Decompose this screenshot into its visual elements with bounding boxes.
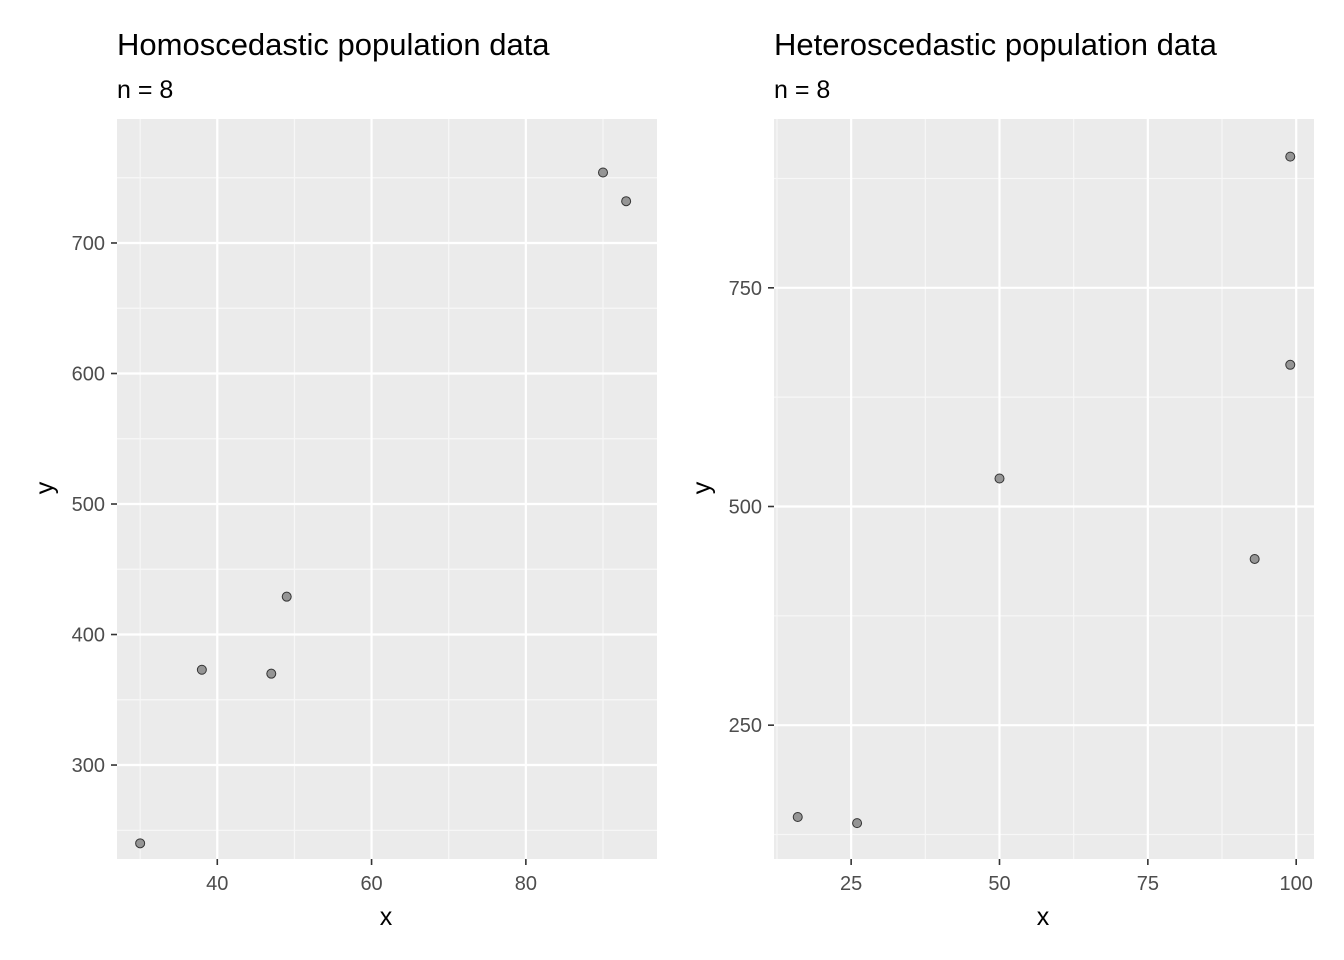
right-plot-panel	[774, 119, 1314, 859]
left-x-tick-label-1: 60	[360, 873, 382, 895]
right-data-point-2	[994, 473, 1005, 484]
right-x-tick-label-3: 100	[1280, 873, 1313, 895]
right-y-tick-label-0: 250	[729, 715, 762, 737]
right-y-tick-label-1: 500	[729, 496, 762, 518]
left-chart-subtitle: n = 8	[117, 76, 173, 104]
left-y-tick-label-2: 500	[72, 494, 105, 516]
right-minor-gridlines	[774, 119, 1314, 859]
right-data-points	[792, 151, 1296, 829]
right-chart-title: Heteroscedastic population data	[774, 27, 1218, 62]
left-y-tick-label-1: 400	[72, 625, 105, 647]
left-data-points	[135, 167, 632, 849]
right-data-point-0	[792, 812, 803, 823]
left-data-point-3	[281, 591, 292, 602]
left-x-axis-title: x	[380, 903, 393, 931]
left-data-point-0	[135, 838, 146, 849]
left-plot-panel	[117, 119, 657, 859]
left-chart-title: Homoscedastic population data	[117, 27, 550, 62]
right-plot: Heteroscedastic population data n = 8 25…	[688, 27, 1314, 931]
left-y-axis-title: y	[31, 481, 59, 494]
right-y-axis-title: y	[688, 481, 716, 494]
left-data-point-4	[598, 167, 608, 178]
right-major-gridlines	[774, 119, 1314, 859]
left-major-gridlines	[117, 119, 657, 859]
left-x-tick-label-2: 80	[515, 873, 537, 895]
right-x-axis-title: x	[1037, 903, 1050, 931]
right-data-point-1	[852, 818, 863, 829]
right-data-point-4	[1285, 359, 1296, 370]
right-data-point-5	[1285, 151, 1296, 162]
left-y-tick-label-0: 300	[72, 755, 105, 777]
right-axis-ticks: 25 50 75 100 250 500 750	[729, 278, 1313, 895]
right-chart-subtitle: n = 8	[774, 76, 830, 104]
left-data-point-5	[621, 196, 632, 207]
right-x-tick-label-2: 75	[1137, 873, 1159, 895]
left-axis-ticks: 40 60 80 300 400 500 600 700	[72, 233, 537, 895]
left-data-point-2	[266, 668, 277, 679]
left-x-tick-label-0: 40	[206, 873, 228, 895]
right-x-tick-label-0: 25	[840, 873, 862, 895]
left-y-tick-label-4: 700	[72, 233, 105, 255]
right-y-tick-label-2: 750	[729, 278, 762, 300]
left-y-tick-label-3: 600	[72, 363, 105, 385]
left-data-point-1	[196, 664, 207, 675]
left-plot: Homoscedastic population data n = 8 40 60…	[31, 27, 657, 931]
right-x-tick-label-1: 50	[988, 873, 1010, 895]
right-data-point-3	[1249, 553, 1260, 564]
